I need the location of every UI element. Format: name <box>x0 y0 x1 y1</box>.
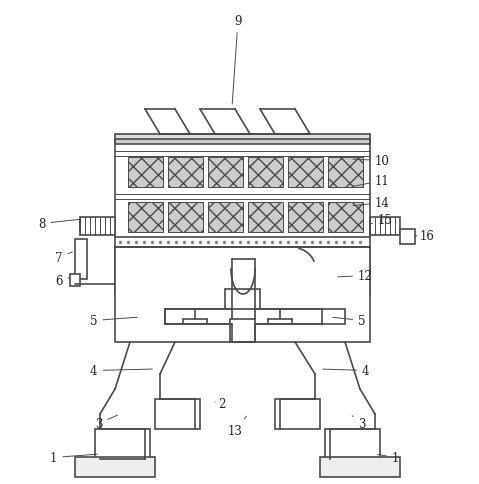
Bar <box>370 217 400 236</box>
Bar <box>165 309 345 324</box>
Bar <box>115 140 370 294</box>
Text: 3: 3 <box>352 416 365 430</box>
Text: 6: 6 <box>55 274 69 287</box>
Text: 5: 5 <box>333 314 365 327</box>
Bar <box>155 399 200 429</box>
Text: 10: 10 <box>353 155 390 167</box>
Bar <box>225 289 260 319</box>
Bar <box>115 247 370 342</box>
Text: 1: 1 <box>378 451 399 464</box>
Bar <box>128 203 163 232</box>
Bar <box>328 158 363 188</box>
Bar <box>168 203 203 232</box>
Bar <box>248 203 283 232</box>
Bar <box>275 399 320 429</box>
Bar <box>128 158 163 188</box>
Text: 14: 14 <box>353 197 390 210</box>
Text: 7: 7 <box>55 252 72 264</box>
Bar <box>325 429 380 461</box>
Bar <box>320 457 400 477</box>
Text: 4: 4 <box>323 364 369 377</box>
Bar <box>75 240 87 279</box>
Text: 8: 8 <box>38 217 80 230</box>
Text: 13: 13 <box>228 416 246 437</box>
Bar <box>168 158 203 188</box>
Bar <box>95 429 150 461</box>
Bar <box>75 457 155 477</box>
Bar <box>230 319 255 342</box>
Text: 4: 4 <box>90 364 152 377</box>
Bar <box>288 203 323 232</box>
Text: 1: 1 <box>50 451 97 464</box>
Text: 5: 5 <box>90 314 137 327</box>
Text: 11: 11 <box>353 175 390 188</box>
Text: 3: 3 <box>95 415 117 430</box>
Bar <box>208 158 243 188</box>
Bar <box>70 274 80 287</box>
Bar <box>115 140 370 145</box>
Text: 15: 15 <box>370 213 393 227</box>
Text: 9: 9 <box>232 15 242 105</box>
Text: 2: 2 <box>215 397 226 410</box>
Bar <box>115 135 370 143</box>
Text: 12: 12 <box>338 270 373 283</box>
Bar <box>208 203 243 232</box>
Bar <box>328 203 363 232</box>
Bar <box>248 158 283 188</box>
Bar <box>80 217 115 236</box>
Bar <box>288 158 323 188</box>
Bar <box>400 229 415 244</box>
Text: 16: 16 <box>415 229 435 242</box>
